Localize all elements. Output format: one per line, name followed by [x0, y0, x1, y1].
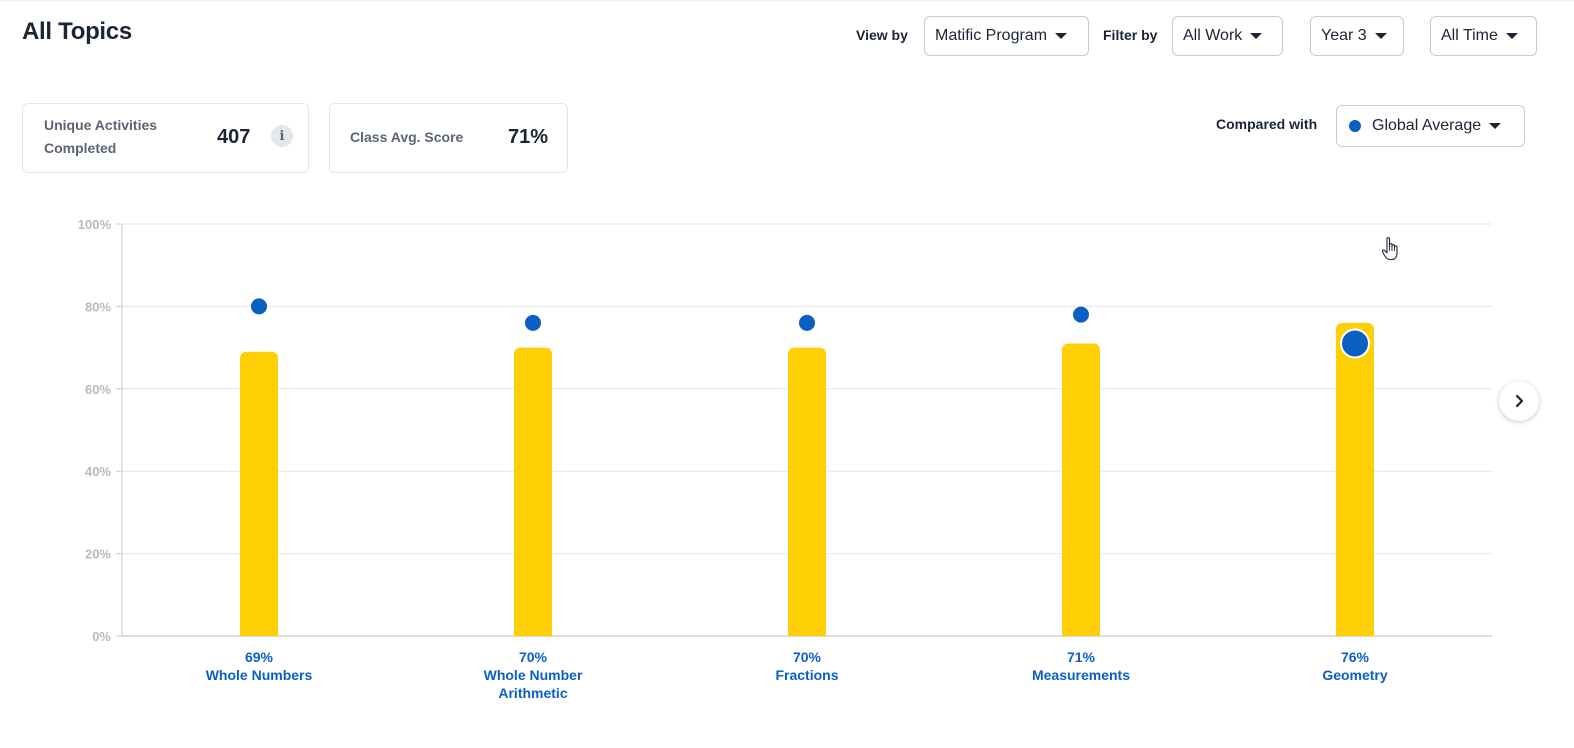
score-bar[interactable]: [514, 347, 552, 636]
score-bar[interactable]: [788, 347, 826, 636]
category-label[interactable]: Fractions: [775, 667, 838, 683]
page-title: All Topics: [22, 18, 132, 45]
global-average-marker[interactable]: [799, 314, 815, 331]
y-tick-label: 60%: [85, 382, 111, 397]
class-avg-card: Class Avg. Score 71%: [329, 103, 568, 173]
y-tick-label: 0%: [92, 629, 111, 644]
caret-down-icon: [1374, 33, 1387, 39]
category-label[interactable]: Geometry: [1322, 667, 1388, 683]
filter-time-value: All Time: [1441, 27, 1498, 44]
category-label[interactable]: Whole Numbers: [206, 667, 313, 683]
bar-value-label: 71%: [1067, 649, 1096, 665]
class-avg-label: Class Avg. Score: [350, 129, 464, 145]
filter-year-dropdown[interactable]: Year 3: [1310, 16, 1404, 56]
score-bar[interactable]: [1336, 322, 1374, 636]
caret-down-icon: [1250, 33, 1263, 39]
caret-down-icon: [1489, 123, 1502, 129]
activities-card: Unique Activities Completed 407 i: [22, 103, 309, 173]
bar-value-label: 69%: [245, 649, 274, 665]
compared-with-dropdown[interactable]: Global Average: [1336, 105, 1525, 147]
activities-value: 407: [217, 126, 251, 148]
compared-with-value: Global Average: [1372, 117, 1482, 134]
global-average-marker[interactable]: [525, 314, 541, 331]
view-by-label: View by: [856, 27, 908, 43]
global-average-marker[interactable]: [1073, 306, 1089, 323]
class-avg-value: 71%: [508, 126, 549, 148]
category-label[interactable]: Whole Number: [484, 667, 583, 683]
y-tick-label: 80%: [85, 299, 111, 314]
global-average-marker-active[interactable]: [1340, 328, 1370, 359]
score-bar[interactable]: [1062, 343, 1100, 636]
score-bar[interactable]: [240, 351, 278, 636]
legend-dot-icon: [1349, 120, 1361, 132]
category-label[interactable]: Arithmetic: [498, 685, 567, 701]
next-page-button[interactable]: [1499, 381, 1539, 421]
category-label[interactable]: Measurements: [1032, 667, 1130, 683]
filter-time-dropdown[interactable]: All Time: [1430, 16, 1537, 56]
compared-with-label: Compared with: [1216, 116, 1318, 132]
chevron-right-icon: [1515, 394, 1524, 408]
hand-cursor-icon: [1381, 237, 1398, 261]
filter-work-dropdown[interactable]: All Work: [1172, 16, 1283, 56]
filter-year-value: Year 3: [1321, 27, 1367, 44]
y-tick-label: 20%: [85, 547, 111, 562]
activities-label: Unique Activities Completed: [44, 117, 158, 156]
info-icon[interactable]: i: [271, 125, 293, 147]
bar-value-label: 70%: [519, 649, 548, 665]
filter-by-label: Filter by: [1103, 27, 1158, 43]
caret-down-icon: [1055, 33, 1068, 39]
top-border: [0, 0, 1574, 1]
global-average-marker[interactable]: [251, 298, 267, 315]
view-by-value: Matific Program: [935, 27, 1048, 44]
bar-value-label: 70%: [793, 649, 822, 665]
filter-work-value: All Work: [1183, 27, 1243, 44]
caret-down-icon: [1505, 33, 1518, 39]
bar-value-label: 76%: [1341, 649, 1370, 665]
y-tick-label: 40%: [85, 464, 111, 479]
y-tick-label: 100%: [78, 217, 112, 232]
view-by-dropdown[interactable]: Matific Program: [924, 16, 1089, 56]
